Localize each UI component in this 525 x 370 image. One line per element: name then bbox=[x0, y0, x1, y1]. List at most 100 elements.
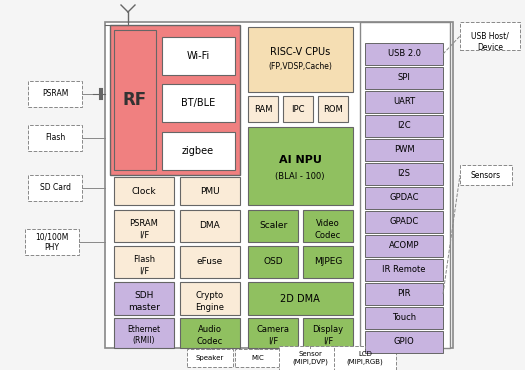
Bar bbox=[248, 282, 353, 315]
Text: LCD
(MIPI,RGB): LCD (MIPI,RGB) bbox=[346, 351, 383, 365]
Text: USB 2.0: USB 2.0 bbox=[387, 50, 421, 58]
Text: OSD: OSD bbox=[263, 258, 283, 266]
Text: ROM: ROM bbox=[323, 104, 343, 114]
Bar bbox=[365, 91, 443, 113]
Bar bbox=[162, 132, 235, 170]
Text: I/F: I/F bbox=[268, 336, 278, 346]
Text: Sensors: Sensors bbox=[471, 171, 501, 179]
Bar bbox=[365, 67, 443, 89]
Text: BT/BLE: BT/BLE bbox=[181, 98, 215, 108]
Text: MIC: MIC bbox=[251, 355, 265, 361]
Text: MJPEG: MJPEG bbox=[314, 258, 342, 266]
Text: (FP,VDSP,Cache): (FP,VDSP,Cache) bbox=[268, 63, 332, 71]
Text: Flash: Flash bbox=[133, 255, 155, 263]
Bar bbox=[365, 307, 443, 329]
Bar bbox=[248, 96, 278, 122]
Text: Ethernet: Ethernet bbox=[128, 326, 161, 334]
Bar bbox=[180, 177, 240, 205]
Bar bbox=[235, 349, 281, 367]
Text: PSRAM: PSRAM bbox=[42, 90, 68, 98]
Bar bbox=[365, 331, 443, 353]
Bar bbox=[365, 139, 443, 161]
Bar bbox=[180, 210, 240, 242]
Text: Device: Device bbox=[477, 43, 503, 51]
Text: Speaker: Speaker bbox=[196, 355, 224, 361]
Bar bbox=[460, 165, 512, 185]
Bar bbox=[162, 37, 235, 75]
Bar bbox=[180, 246, 240, 278]
Bar bbox=[283, 96, 313, 122]
Bar bbox=[303, 246, 353, 278]
Bar bbox=[318, 96, 348, 122]
Text: (BLAI - 100): (BLAI - 100) bbox=[275, 172, 325, 181]
Bar bbox=[360, 22, 450, 348]
Text: AI NPU: AI NPU bbox=[279, 155, 321, 165]
Text: GPIO: GPIO bbox=[394, 337, 414, 346]
Bar bbox=[114, 30, 156, 170]
Bar bbox=[248, 27, 353, 92]
Text: Codec: Codec bbox=[315, 231, 341, 239]
Text: DMA: DMA bbox=[200, 222, 220, 231]
Text: I/F: I/F bbox=[139, 231, 149, 239]
Bar bbox=[114, 282, 174, 315]
Text: RAM: RAM bbox=[254, 104, 272, 114]
Text: RISC-V CPUs: RISC-V CPUs bbox=[270, 47, 330, 57]
Bar bbox=[28, 81, 82, 107]
Bar bbox=[365, 259, 443, 281]
Text: SPI: SPI bbox=[397, 74, 411, 83]
Bar bbox=[114, 177, 174, 205]
Bar bbox=[365, 115, 443, 137]
Text: USB Host/: USB Host/ bbox=[471, 31, 509, 40]
Text: PIR: PIR bbox=[397, 289, 411, 299]
Text: UART: UART bbox=[393, 98, 415, 107]
Bar bbox=[365, 235, 443, 257]
Text: ACOMP: ACOMP bbox=[388, 242, 419, 250]
Bar bbox=[365, 43, 443, 65]
Bar bbox=[248, 127, 353, 205]
Text: 2D DMA: 2D DMA bbox=[280, 294, 320, 304]
Bar bbox=[334, 346, 396, 370]
Text: IR Remote: IR Remote bbox=[382, 266, 426, 275]
Bar bbox=[365, 211, 443, 233]
Bar bbox=[180, 318, 240, 348]
Text: Wi-Fi: Wi-Fi bbox=[186, 51, 209, 61]
Bar bbox=[110, 25, 240, 175]
Text: SDH: SDH bbox=[134, 292, 154, 300]
Bar bbox=[180, 282, 240, 315]
Text: I2S: I2S bbox=[397, 169, 411, 178]
Bar bbox=[105, 22, 453, 348]
Bar bbox=[28, 175, 82, 201]
Text: Engine: Engine bbox=[195, 303, 225, 313]
Text: Display: Display bbox=[312, 326, 343, 334]
Bar bbox=[114, 318, 174, 348]
Text: I/F: I/F bbox=[323, 336, 333, 346]
Bar bbox=[279, 346, 341, 370]
Text: Flash: Flash bbox=[45, 134, 65, 142]
Text: I/F: I/F bbox=[139, 266, 149, 276]
Text: Clock: Clock bbox=[132, 186, 156, 195]
Text: PSRAM: PSRAM bbox=[130, 219, 159, 228]
Text: SD Card: SD Card bbox=[39, 184, 70, 192]
Bar bbox=[365, 283, 443, 305]
Bar bbox=[114, 210, 174, 242]
Text: Scaler: Scaler bbox=[259, 222, 287, 231]
Bar bbox=[303, 210, 353, 242]
Bar bbox=[114, 246, 174, 278]
Text: Audio: Audio bbox=[198, 326, 222, 334]
Text: Crypto: Crypto bbox=[196, 292, 224, 300]
Text: RF: RF bbox=[123, 91, 147, 109]
Text: Sensor
(MIPI,DVP): Sensor (MIPI,DVP) bbox=[292, 351, 328, 365]
Text: (RMII): (RMII) bbox=[133, 336, 155, 346]
Text: GPDAC: GPDAC bbox=[389, 194, 419, 202]
Text: Video: Video bbox=[316, 219, 340, 228]
Text: PMU: PMU bbox=[200, 186, 220, 195]
Bar bbox=[162, 84, 235, 122]
Bar bbox=[187, 349, 233, 367]
Text: Touch: Touch bbox=[392, 313, 416, 323]
Text: eFuse: eFuse bbox=[197, 258, 223, 266]
Text: I2C: I2C bbox=[397, 121, 411, 131]
Bar bbox=[365, 187, 443, 209]
Text: Camera: Camera bbox=[257, 326, 289, 334]
Text: 10/100M
PHY: 10/100M PHY bbox=[35, 232, 69, 252]
Text: master: master bbox=[128, 303, 160, 313]
